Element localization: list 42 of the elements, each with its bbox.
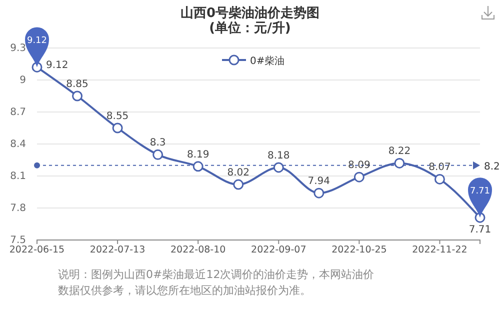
point	[314, 188, 324, 198]
point	[233, 179, 244, 190]
x-tick-label: 2022-07-13	[90, 244, 146, 256]
point	[354, 172, 364, 182]
text: 说明：图例为山西0#柴油最近12次调价的油价走势，本网站油价数据仅供参考，请以您所在地区的加油站报价为准。	[58, 268, 374, 297]
point	[152, 149, 164, 160]
data-label: 8.09	[348, 160, 370, 172]
y-tick-label: 9	[20, 75, 26, 86]
y-tick-label: 7.5	[10, 235, 26, 246]
annotation: 7.71	[470, 186, 490, 197]
x-tick-label: 2022-08-10	[170, 244, 226, 256]
chart-title: 山西0号柴油油价走势图	[180, 5, 320, 21]
y-tick-label: 9.3	[10, 43, 26, 54]
y-tick-label: 8.1	[10, 171, 26, 182]
data-label: 8.85	[66, 79, 88, 90]
x-tick-label: 2022-11-22	[412, 244, 468, 256]
x-tick-label: 2022-10-25	[332, 244, 387, 256]
data-label: 8.02	[227, 168, 250, 179]
chart-subtitle: (单位：元/升)	[209, 20, 291, 36]
x-tick-label: 2022-09-07	[251, 244, 306, 256]
x-tick-label: 2022-06-15	[9, 244, 65, 256]
y-tick-label: 8.7	[10, 107, 26, 118]
annotation: 9.12	[26, 36, 48, 46]
ref-line-label: 8.2	[484, 161, 500, 172]
point	[394, 158, 405, 168]
data-label: 8.19	[186, 149, 210, 160]
legend-label: 0#柴油	[250, 55, 285, 67]
y-tick-label: 7.8	[10, 203, 26, 214]
point	[434, 174, 445, 184]
data-label: 8.22	[388, 146, 411, 158]
point	[192, 161, 204, 172]
data-label: 9.12	[46, 60, 68, 72]
point	[273, 162, 284, 173]
data-label: 7.71	[468, 224, 492, 236]
point	[72, 90, 83, 102]
data-label: 7.94	[308, 176, 330, 188]
data-label: 8.55	[106, 111, 129, 122]
data-label: 8.3	[150, 138, 166, 149]
point	[112, 122, 123, 134]
data-label: 8.18	[268, 150, 290, 162]
data-label: 8.07	[428, 162, 451, 174]
y-tick-label: 8.4	[10, 139, 26, 150]
